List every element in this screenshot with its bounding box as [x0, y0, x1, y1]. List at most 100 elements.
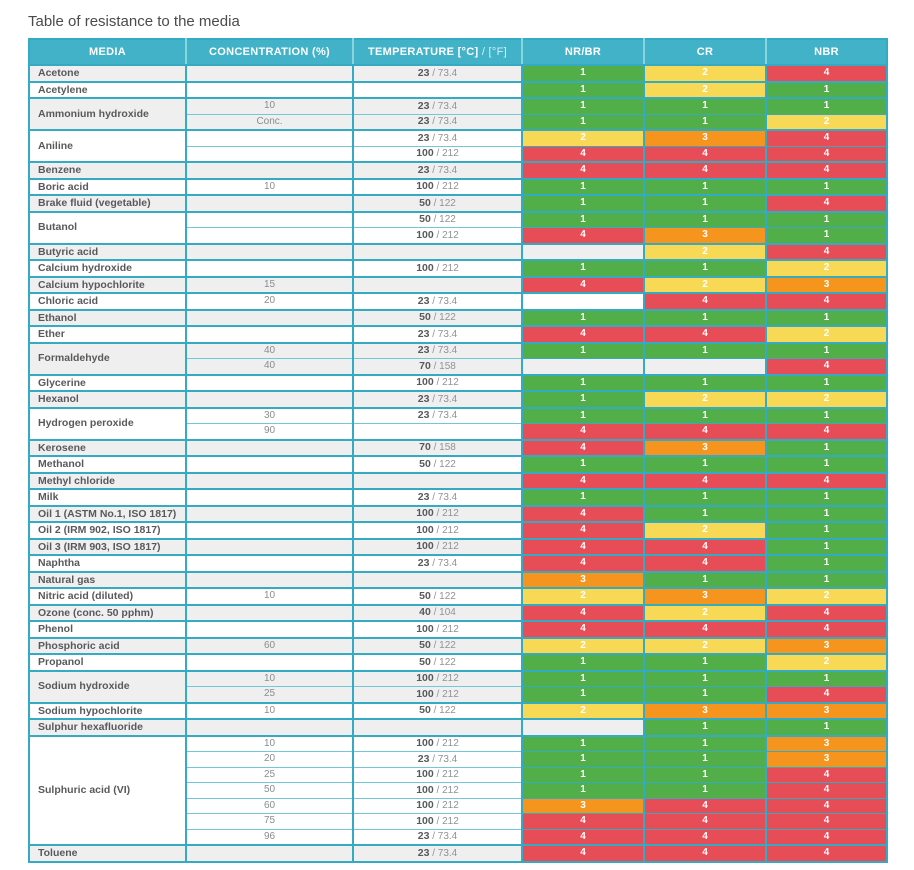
rating-cell-nrbr — [521, 292, 644, 310]
rating-cell-nbr: 1 — [765, 406, 887, 424]
page: Table of resistance to the media MEDIA C… — [0, 13, 914, 863]
rating-cell-nrbr: 2 — [521, 701, 644, 719]
rating-cell-nbr: 3 — [765, 701, 887, 719]
rating-cell-nbr: 4 — [765, 620, 887, 638]
media-cell: Boric acid — [29, 177, 186, 195]
rating-cell-cr: 1 — [643, 751, 766, 767]
rating-cell-nrbr: 1 — [521, 194, 644, 212]
rating-cell-nrbr: 2 — [521, 129, 644, 146]
temperature-cell: 100 / 212 — [352, 686, 522, 703]
rating-cell-cr: 3 — [643, 587, 766, 605]
rating-cell-nrbr: 4 — [521, 504, 644, 522]
page-title: Table of resistance to the media — [28, 13, 240, 30]
concentration-cell — [185, 194, 353, 212]
temperature-cell — [352, 423, 522, 440]
rating-cell-cr: 4 — [643, 471, 766, 489]
column-header-temperature: TEMPERATURE [°C] / [°F] — [352, 39, 522, 66]
concentration-cell — [185, 438, 353, 456]
temperature-cell: 100 / 212 — [352, 145, 522, 162]
header-row: MEDIA CONCENTRATION (%) TEMPERATURE [°C]… — [29, 39, 887, 66]
concentration-cell — [185, 603, 353, 621]
temperature-header-fahrenheit: / [°F] — [478, 46, 507, 58]
concentration-cell — [185, 373, 353, 391]
concentration-cell — [185, 570, 353, 588]
media-cell: Ozone (conc. 50 pphm) — [29, 603, 186, 621]
rating-cell-nrbr: 1 — [521, 686, 644, 703]
media-cell: Sulphur hexafluoride — [29, 718, 186, 736]
rating-cell-nrbr — [521, 718, 644, 736]
rating-cell-cr: 1 — [643, 341, 766, 359]
table-row: Boric acid 10 100 / 212 1 1 1 — [29, 177, 887, 195]
rating-cell-nbr: 1 — [765, 554, 887, 572]
rating-cell-cr: 2 — [643, 390, 766, 408]
media-cell: Methanol — [29, 455, 186, 473]
rating-cell-cr: 2 — [643, 603, 766, 621]
rating-cell-nrbr: 4 — [521, 844, 644, 862]
temperature-cell — [352, 471, 522, 489]
rating-cell-cr: 4 — [643, 145, 766, 162]
media-cell: Phenol — [29, 620, 186, 638]
concentration-cell — [185, 259, 353, 277]
media-cell: Ethanol — [29, 308, 186, 326]
temperature-header-celsius: TEMPERATURE [°C] — [368, 46, 479, 58]
table-header: MEDIA CONCENTRATION (%) TEMPERATURE [°C]… — [29, 39, 887, 66]
column-header-nrbr: NR/BR — [521, 39, 644, 66]
table-row: 96 23 / 73.4 4 4 4 — [29, 828, 887, 845]
rating-cell-nbr: 1 — [765, 308, 887, 326]
media-cell: Naphtha — [29, 554, 186, 572]
temperature-cell — [352, 275, 522, 293]
temperature-cell: 50 / 122 — [352, 210, 522, 228]
rating-cell-nbr: 2 — [765, 390, 887, 408]
table-row: Oil 2 (IRM 902, ISO 1817) 100 / 212 4 2 1 — [29, 521, 887, 539]
concentration-cell: 25 — [185, 766, 353, 783]
concentration-cell — [185, 227, 353, 244]
table-row: Sulphuric acid (VI) 10 100 / 212 1 1 3 — [29, 734, 887, 845]
rating-cell-cr: 4 — [643, 537, 766, 555]
concentration-cell — [185, 210, 353, 228]
concentration-cell: 40 — [185, 341, 353, 359]
rating-cell-nbr: 4 — [765, 603, 887, 621]
concentration-cell: 60 — [185, 797, 353, 814]
concentration-cell: 60 — [185, 636, 353, 654]
column-header-nbr: NBR — [765, 39, 887, 66]
rating-cell-nrbr: 2 — [521, 587, 644, 605]
temperature-cell: 50 / 122 — [352, 455, 522, 473]
media-cell: Propanol — [29, 653, 186, 671]
rating-cell-nrbr: 1 — [521, 734, 644, 752]
rating-cell-nbr: 1 — [765, 537, 887, 555]
table-row: Butanol 50 / 122 1 1 1 — [29, 210, 887, 244]
temperature-cell: 23 / 73.4 — [352, 751, 522, 767]
rating-cell-nbr: 1 — [765, 341, 887, 359]
rating-cell-nbr: 4 — [765, 145, 887, 162]
rating-cell-nbr: 2 — [765, 259, 887, 277]
rating-cell-nrbr: 4 — [521, 471, 644, 489]
rating-cell-nrbr: 4 — [521, 275, 644, 293]
concentration-cell: 10 — [185, 734, 353, 752]
temperature-cell: 100 / 212 — [352, 734, 522, 752]
rating-cell-nrbr — [521, 242, 644, 260]
temperature-cell: 23 / 73.4 — [352, 828, 522, 845]
concentration-cell — [185, 653, 353, 671]
media-cell: Hydrogen peroxide — [29, 406, 186, 440]
concentration-cell — [185, 488, 353, 506]
rating-cell-nrbr: 2 — [521, 636, 644, 654]
temperature-cell: 50 / 122 — [352, 653, 522, 671]
table-row: Acetylene 1 2 1 — [29, 80, 887, 98]
temperature-cell: 23 / 73.4 — [352, 64, 522, 82]
media-cell: Aniline — [29, 129, 186, 162]
rating-cell-nrbr: 4 — [521, 227, 644, 244]
concentration-cell: 10 — [185, 701, 353, 719]
table-row: Nitric acid (diluted) 10 50 / 122 2 3 2 — [29, 587, 887, 605]
rating-cell-nrbr: 1 — [521, 669, 644, 687]
rating-cell-nrbr: 1 — [521, 341, 644, 359]
table-row: 50 100 / 212 1 1 4 — [29, 782, 887, 798]
rating-cell-cr — [643, 358, 766, 375]
rating-cell-nrbr: 4 — [521, 828, 644, 845]
media-cell: Formaldehyde — [29, 341, 186, 375]
rating-cell-cr: 1 — [643, 210, 766, 228]
column-header-concentration: CONCENTRATION (%) — [185, 39, 353, 66]
rating-cell-nrbr: 1 — [521, 406, 644, 424]
media-cell: Glycerine — [29, 373, 186, 391]
concentration-cell — [185, 64, 353, 82]
temperature-cell: 23 / 73.4 — [352, 97, 522, 114]
